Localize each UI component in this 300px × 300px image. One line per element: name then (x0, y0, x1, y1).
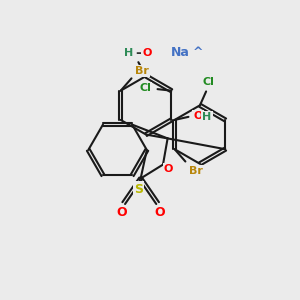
Text: O: O (154, 206, 165, 219)
Text: O: O (193, 111, 202, 121)
Text: -: - (136, 46, 141, 60)
Text: Br: Br (189, 166, 203, 176)
Text: Na: Na (171, 46, 190, 59)
Text: O: O (164, 164, 173, 174)
Text: ^: ^ (192, 46, 203, 59)
Text: Cl: Cl (202, 77, 214, 87)
Text: H: H (124, 48, 134, 58)
Text: Br: Br (135, 66, 149, 76)
Text: O: O (143, 48, 152, 58)
Text: Cl: Cl (139, 83, 151, 93)
Text: S: S (134, 183, 143, 196)
Text: H: H (202, 112, 212, 122)
Text: O: O (116, 206, 127, 219)
